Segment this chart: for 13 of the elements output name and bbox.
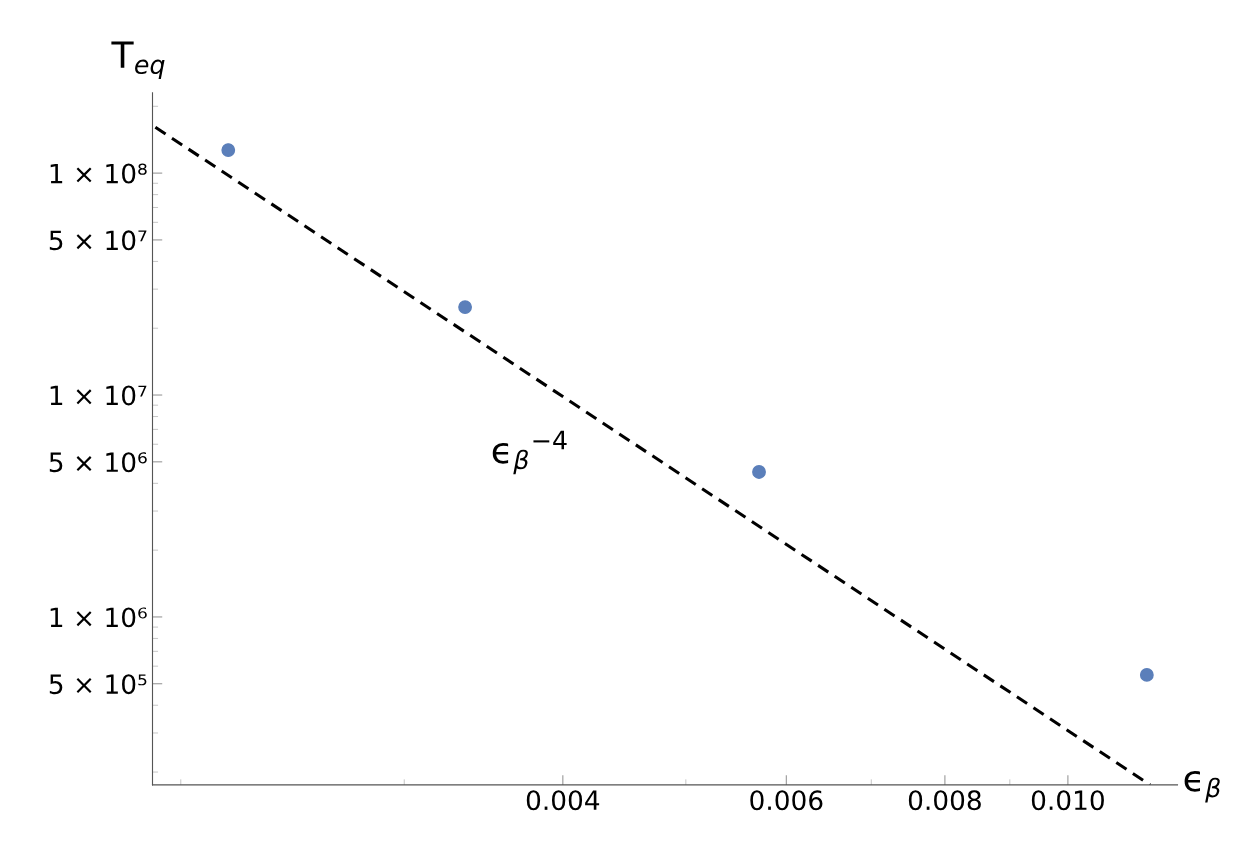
x-axis-title: ϵ$_{β}$ [1184, 770, 1220, 803]
y-tick-label: 5 × 10⁶ [49, 452, 147, 473]
x-tick-label: 0.008 [908, 790, 981, 811]
y-tick-label: 1 × 10⁸ [50, 163, 147, 184]
y-tick-label: 5 × 10⁵ [49, 674, 147, 695]
x-tick-label: 0.006 [750, 790, 823, 811]
annotation: ϵ$_{β}$$^{−4}$ [492, 430, 567, 475]
y-axis-title: T$_{eq}$ [111, 41, 165, 79]
y-tick-label: 5 × 10⁷ [49, 230, 147, 251]
y-tick-label: 1 × 10⁷ [50, 385, 147, 406]
x-tick-label: 0.010 [1031, 790, 1104, 811]
y-tick-label: 1 × 10⁶ [50, 607, 147, 628]
x-tick-label: 0.004 [526, 790, 600, 811]
